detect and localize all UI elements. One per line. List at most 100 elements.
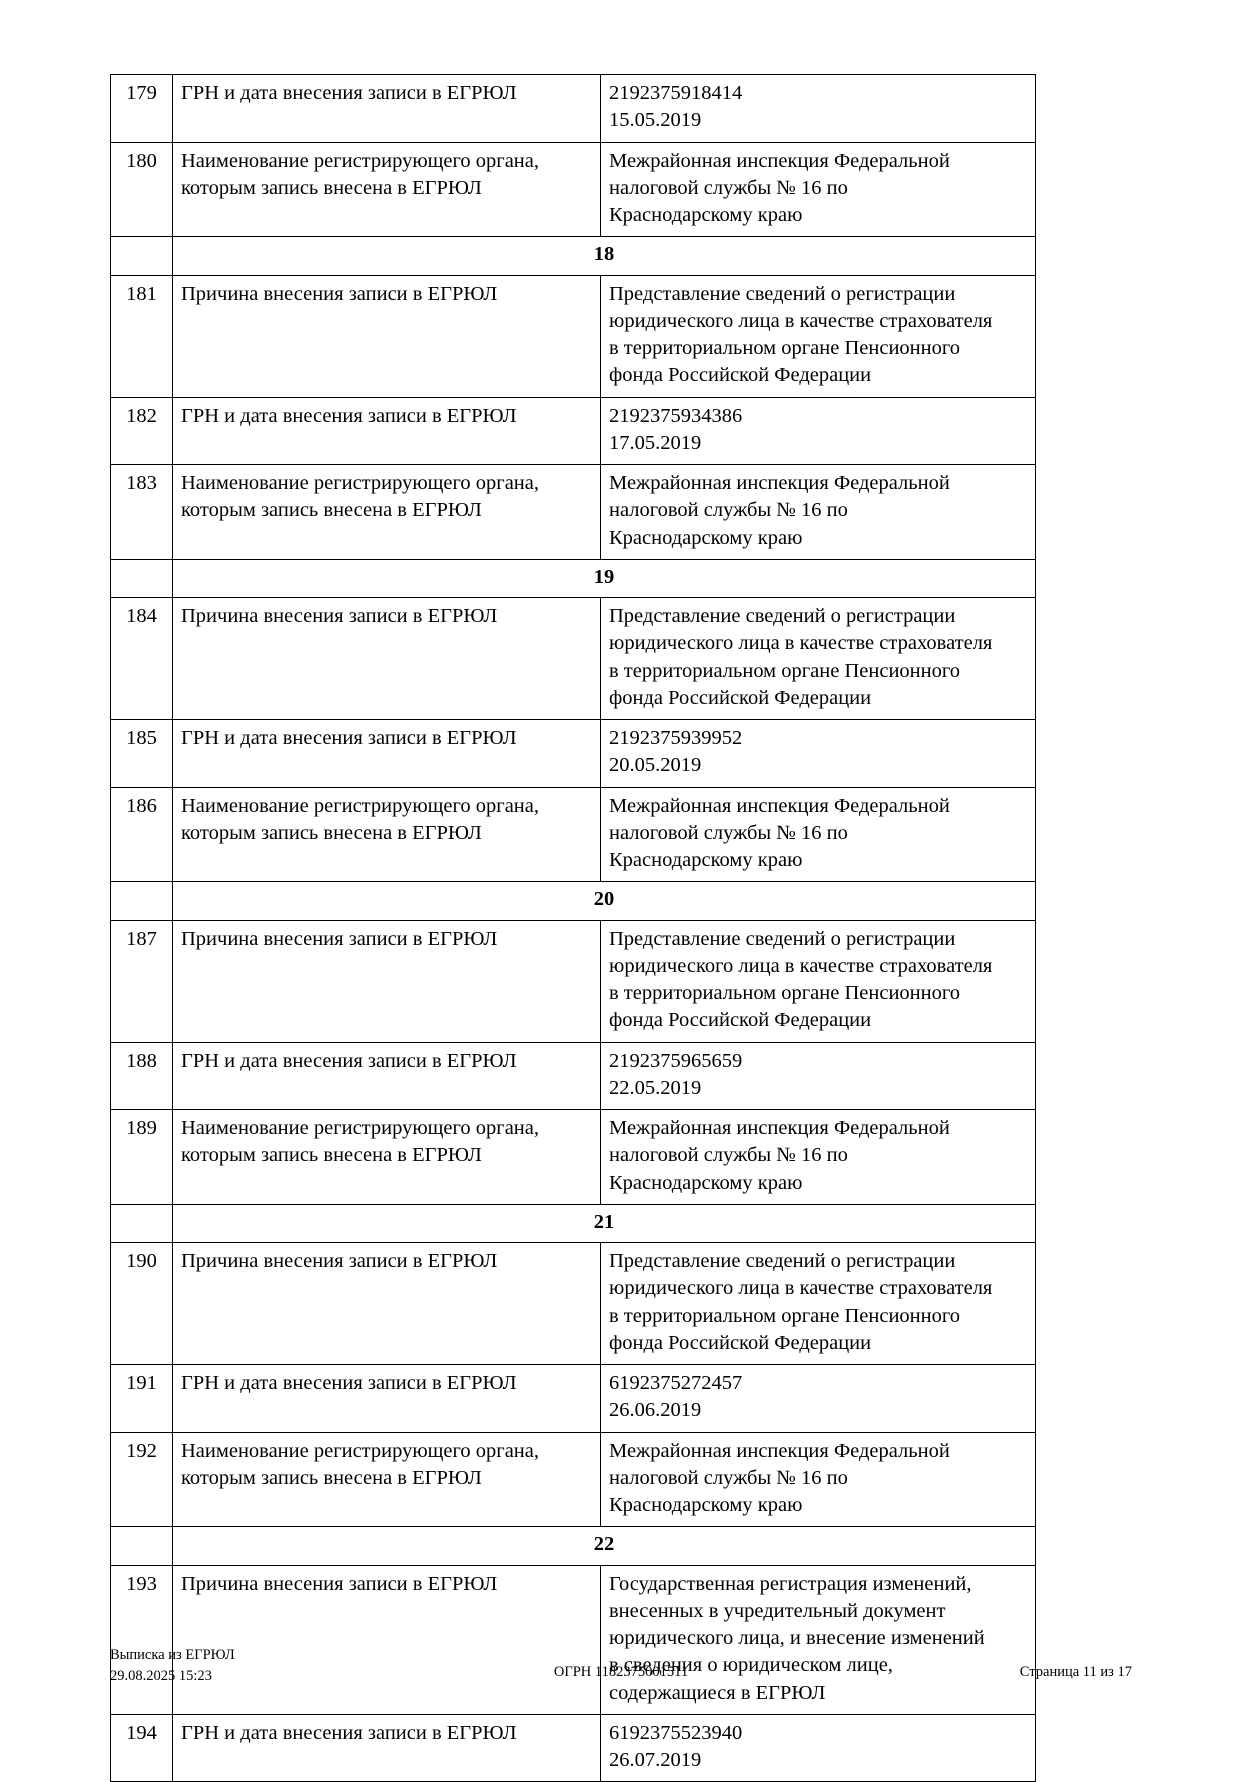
table-row: 186 Наименование регистрирующего органа,… — [110, 786, 1036, 883]
grn-number: 2192375939952 — [609, 727, 743, 749]
value-line-2: налоговой службы № 16 по — [609, 499, 848, 522]
row-value: 2192375939952 20.05.2019 — [600, 719, 1036, 788]
row-value: Государственная регистрация изменений, в… — [600, 1564, 1036, 1715]
value-line-4: фонда Российской Федерации — [609, 1009, 872, 1032]
row-number: 184 — [110, 597, 173, 720]
row-number: 186 — [110, 786, 173, 883]
row-label: Причина внесения записи в ЕГРЮЛ — [172, 919, 601, 1043]
row-label-line-2: которым запись внесена в ЕГРЮЛ — [181, 821, 482, 844]
table-row: 189 Наименование регистрирующего органа,… — [110, 1109, 1036, 1205]
grn-number: 2192375918414 — [609, 82, 743, 104]
row-number: 194 — [110, 1713, 173, 1782]
table-row: 180 Наименование регистрирующего органа,… — [110, 141, 1036, 238]
grn-number: 6192375272457 — [609, 1372, 743, 1394]
row-label: Наименование регистрирующего органа, кот… — [172, 141, 601, 238]
row-number: 193 — [110, 1564, 173, 1715]
row-number: 190 — [110, 1242, 173, 1365]
row-label: Наименование регистрирующего органа, кот… — [172, 1431, 601, 1528]
record-date: 22.05.2019 — [609, 1076, 702, 1099]
row-number: 187 — [110, 919, 173, 1043]
footer-document-info: Выписка из ЕГРЮЛ 29.08.2025 15:23 — [110, 1645, 457, 1687]
table-row: 179 ГРН и дата внесения записи в ЕГРЮЛ 2… — [110, 74, 1036, 143]
row-value: 6192375523940 26.07.2019 — [600, 1713, 1036, 1782]
row-label-line-1: Наименование регистрирующего органа, — [181, 149, 539, 172]
section-blank-cell — [110, 881, 173, 921]
row-value: Межрайонная инспекция Федеральной налого… — [600, 464, 1036, 560]
table-row: 191 ГРН и дата внесения записи в ЕГРЮЛ 6… — [110, 1364, 1036, 1433]
row-label: Причина внесения записи в ЕГРЮЛ — [172, 597, 601, 720]
row-value: Представление сведений о регистрации юри… — [600, 919, 1036, 1043]
row-label: Наименование регистрирующего органа, кот… — [172, 464, 601, 560]
row-label-line-2: которым запись внесена в ЕГРЮЛ — [181, 499, 482, 522]
table-row: 192 Наименование регистрирующего органа,… — [110, 1431, 1036, 1528]
row-value: 6192375272457 26.06.2019 — [600, 1364, 1036, 1433]
value-line-3: в территориальном органе Пенсионного — [609, 659, 961, 682]
value-line-1: Межрайонная инспекция Федеральной — [609, 1439, 950, 1462]
row-label: ГРН и дата внесения записи в ЕГРЮЛ — [172, 719, 601, 788]
value-line-3: Краснодарскому краю — [609, 526, 803, 549]
section-number: 20 — [172, 881, 1036, 921]
record-date: 26.06.2019 — [609, 1399, 702, 1422]
table-row: 182 ГРН и дата внесения записи в ЕГРЮЛ 2… — [110, 396, 1036, 465]
value-line-3: Краснодарскому краю — [609, 204, 803, 226]
row-label: Причина внесения записи в ЕГРЮЛ — [172, 274, 601, 398]
row-value: Представление сведений о регистрации юри… — [600, 274, 1036, 398]
table-row: 183 Наименование регистрирующего органа,… — [110, 464, 1036, 560]
value-line-3: Краснодарскому краю — [609, 1494, 803, 1516]
value-line-1: Межрайонная инспекция Федеральной — [609, 149, 950, 172]
row-label: ГРН и дата внесения записи в ЕГРЮЛ — [172, 1713, 601, 1782]
row-value: Межрайонная инспекция Федеральной налого… — [600, 1431, 1036, 1528]
section-number: 21 — [172, 1203, 1036, 1244]
table-row: 185 ГРН и дата внесения записи в ЕГРЮЛ 2… — [110, 719, 1036, 788]
section-number: 19 — [172, 558, 1036, 599]
row-number: 179 — [110, 74, 173, 143]
value-line-2: юридического лица в качестве страховател… — [609, 632, 993, 655]
row-label-line-1: Наименование регистрирующего органа, — [181, 1439, 539, 1462]
section-blank-cell — [110, 1203, 173, 1244]
section-divider-row: 22 — [110, 1526, 1036, 1566]
row-number: 192 — [110, 1431, 173, 1528]
value-line-3: в территориальном органе Пенсионного — [609, 982, 961, 1004]
value-line-4: фонда Российской Федерации — [609, 364, 872, 387]
section-blank-cell — [110, 1526, 173, 1566]
value-line-2: юридического лица в качестве страховател… — [609, 309, 993, 332]
egrul-records-table: 179 ГРН и дата внесения записи в ЕГРЮЛ 2… — [110, 74, 1036, 1782]
row-label-line-2: которым запись внесена в ЕГРЮЛ — [181, 176, 482, 199]
table-row: 181 Причина внесения записи в ЕГРЮЛ Пред… — [110, 274, 1036, 398]
footer-page-number: Страница 11 из 17 — [1019, 1664, 1132, 1680]
row-label: ГРН и дата внесения записи в ЕГРЮЛ — [172, 74, 601, 143]
record-date: 17.05.2019 — [609, 431, 702, 454]
value-line-2: юридического лица в качестве страховател… — [609, 1277, 993, 1300]
table-row: 187 Причина внесения записи в ЕГРЮЛ Пред… — [110, 919, 1036, 1043]
row-value: 2192375934386 17.05.2019 — [600, 396, 1036, 465]
value-line-3: в территориальном органе Пенсионного — [609, 1304, 961, 1327]
value-line-5: содержащиеся в ЕГРЮЛ — [609, 1681, 826, 1704]
row-number: 188 — [110, 1041, 173, 1110]
table-row: 190 Причина внесения записи в ЕГРЮЛ Пред… — [110, 1242, 1036, 1365]
section-number: 22 — [172, 1526, 1036, 1566]
footer-ogrn: ОГРН 1182375001511 — [553, 1664, 689, 1680]
row-value: Межрайонная инспекция Федеральной налого… — [600, 141, 1036, 238]
row-label-line-1: Наименование регистрирующего органа, — [181, 472, 539, 494]
row-value: 2192375965659 22.05.2019 — [600, 1041, 1036, 1110]
record-date: 26.07.2019 — [609, 1749, 702, 1771]
value-line-1: Представление сведений о регистрации — [609, 605, 956, 627]
value-line-4: фонда Российской Федерации — [609, 686, 872, 709]
row-label: ГРН и дата внесения записи в ЕГРЮЛ — [172, 1041, 601, 1110]
table-row: 194 ГРН и дата внесения записи в ЕГРЮЛ 6… — [110, 1713, 1036, 1782]
value-line-3: Краснодарскому краю — [609, 849, 803, 871]
section-divider-row: 21 — [110, 1203, 1036, 1244]
row-value: Межрайонная инспекция Федеральной налого… — [600, 1109, 1036, 1205]
value-line-2: налоговой службы № 16 по — [609, 176, 848, 199]
grn-number: 2192375934386 — [609, 404, 743, 427]
row-value: Представление сведений о регистрации юри… — [600, 597, 1036, 720]
row-label-line-2: которым запись внесена в ЕГРЮЛ — [181, 1144, 482, 1167]
value-line-2: налоговой службы № 16 по — [609, 821, 848, 844]
footer-timestamp: 29.08.2025 15:23 — [110, 1668, 212, 1685]
value-line-1: Представление сведений о регистрации — [609, 927, 956, 950]
section-divider-row: 20 — [110, 881, 1036, 921]
section-divider-row: 19 — [110, 558, 1036, 599]
value-line-3: Краснодарскому краю — [609, 1171, 803, 1194]
row-value: Представление сведений о регистрации юри… — [600, 1242, 1036, 1365]
